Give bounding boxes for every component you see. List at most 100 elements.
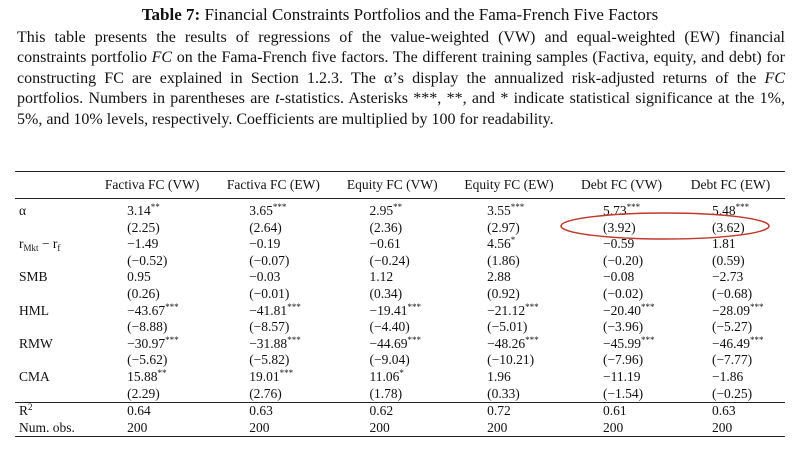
table-cell: −30.97*** <box>127 334 179 351</box>
table-cell: 1.96 <box>487 368 511 384</box>
row-label-text: CMA <box>19 368 50 384</box>
row-label: HML <box>15 303 91 320</box>
tstat-row: (−0.52) (−0.07) (−0.24) (1.86) (−0.20) (0.59) <box>15 253 785 270</box>
table-cell: 200 <box>213 419 334 438</box>
description-text: FC <box>764 69 785 87</box>
table-cell: 3.65*** <box>249 202 287 219</box>
table-cell: 0.64 <box>91 402 214 420</box>
row-label: Num. obs. <box>15 419 92 438</box>
table-cell: (−8.57) <box>249 319 290 335</box>
table-cell: −0.59 <box>602 236 635 252</box>
table-cell: (0.33) <box>487 385 520 401</box>
coefficient-rows: α 3.14** 3.65*** 2.95** 3.55*** 5.73*** 5.48**… <box>15 199 785 403</box>
table-cell: −21.12*** <box>487 301 539 318</box>
row-label-text: α <box>19 203 27 218</box>
tstat-row: (0.26) (−0.01) (0.34) (0.92) (−0.02) (−0.68) <box>15 286 785 303</box>
row-label <box>15 220 91 237</box>
row-label-text: Num. obs. <box>19 419 75 435</box>
description-text: portfolios. Numbers in parentheses are <box>17 90 276 108</box>
table-cell: −0.19 <box>249 236 281 252</box>
table-cell: (−1.54) <box>602 385 644 401</box>
table-cell: (0.92) <box>487 285 520 301</box>
row-label <box>15 253 91 270</box>
table-cell: 0.72 <box>451 402 567 420</box>
table-cell: 0.63 <box>213 402 334 420</box>
table-cell: (−0.01) <box>249 285 290 301</box>
row-label: SMB <box>15 269 91 286</box>
table-cell: −28.09*** <box>711 301 764 318</box>
table-cell: (−5.62) <box>127 352 168 368</box>
row-label-text: HML <box>19 302 49 318</box>
table-cell: (−9.04) <box>369 352 410 368</box>
table-cell: 0.62 <box>333 402 452 420</box>
table-cell: (−5.27) <box>711 319 753 335</box>
table-cell: 0.95 <box>127 269 151 285</box>
table-cell: 4.56* <box>487 235 516 252</box>
table-cell: 3.55*** <box>487 202 525 219</box>
table-cell: (−0.68) <box>711 285 753 301</box>
description-text: This table presents the results of regre… <box>17 29 785 67</box>
table-cell: (3.92) <box>602 219 636 235</box>
table-cell: 5.48*** <box>711 202 750 219</box>
table-cell: (2.29) <box>127 385 160 401</box>
table-cell: (−0.24) <box>369 252 410 268</box>
tstat-row: (−8.88) (−8.57) (−4.40) (−5.01) (−3.96) (−5.2… <box>15 319 785 336</box>
table-cell: 200 <box>675 419 785 438</box>
table-cell: 5.73*** <box>602 202 641 219</box>
column-header: Equity FC (EW) <box>451 171 567 199</box>
coef-row: α 3.14** 3.65*** 2.95** 3.55*** 5.73*** 5.48**… <box>15 199 785 220</box>
table-cell: (−7.96) <box>602 352 644 368</box>
table-cell: (2.76) <box>249 385 282 401</box>
description-text: on the Fama-French five factors. The dif… <box>17 49 786 87</box>
table-cell: (0.59) <box>711 252 745 268</box>
description-text: t <box>275 90 280 108</box>
results-table: Factiva FC (VW) Factiva FC (EW) Equity FC … <box>15 171 785 438</box>
table-cell: −1.49 <box>127 236 159 252</box>
table-cell: 0.63 <box>675 402 785 420</box>
column-header: Factiva FC (EW) <box>213 171 334 199</box>
column-header: Equity FC (VW) <box>333 171 452 199</box>
row-label-text: Mkt <box>23 243 39 254</box>
coef-row: CMA 15.88** 19.01*** 11.06* 1.96 −11.19 −1.86 <box>15 367 785 386</box>
table-cell: (−0.52) <box>127 252 168 268</box>
coef-row: rMkt − rf −1.49 −0.19 −0.61 4.56* −0.59 1.81 <box>15 236 785 253</box>
table-cell: 0.61 <box>566 402 676 420</box>
column-header: Debt FC (VW) <box>566 171 676 199</box>
table-cell: (0.26) <box>127 285 160 301</box>
table-cell: (−7.77) <box>711 352 753 368</box>
table-cell: −2.73 <box>711 269 744 285</box>
stat-row: Num. obs. 200 200 200 200 200 200 <box>15 419 785 438</box>
table-cell: −20.40*** <box>602 301 655 318</box>
description: This table presents the results of regre… <box>17 28 785 130</box>
table-cell: 3.14** <box>127 202 160 219</box>
tstat-row: (2.25) (2.64) (2.36) (2.97) (3.92) (3.62) <box>15 220 785 237</box>
stat-rows: R2 0.64 0.63 0.62 0.72 0.61 0.63 Num. obs. 200 20… <box>15 402 785 438</box>
table-cell: −0.03 <box>249 269 281 285</box>
table-cell: (−0.20) <box>602 252 644 268</box>
row-label-text: − r <box>38 236 58 252</box>
table-cell: (1.86) <box>487 252 520 268</box>
table-cell: 2.95** <box>369 202 403 219</box>
row-label: α <box>15 199 91 220</box>
row-label-text: 2 <box>28 402 33 413</box>
table-cell: −0.08 <box>602 269 635 285</box>
table-cell: (−0.07) <box>249 252 290 268</box>
table-cell: 200 <box>91 419 214 438</box>
row-label-text: RMW <box>19 335 53 351</box>
row-label <box>15 352 91 369</box>
row-label: CMA <box>15 369 91 386</box>
table-cell: (0.34) <box>369 285 403 301</box>
tstat-row: (2.29) (2.76) (1.78) (0.33) (−1.54) (−0.25) <box>15 386 785 403</box>
table-cell: (−3.96) <box>602 319 644 335</box>
caption-title: Financial Constraints Portfolios and the… <box>204 5 659 24</box>
table-cell: 15.88** <box>127 367 167 384</box>
table-cell: −48.26*** <box>487 334 539 351</box>
caption-label: Table 7: <box>141 5 201 24</box>
table-cell: 2.88 <box>487 269 511 285</box>
row-label-text: R <box>19 403 29 419</box>
table-cell: (−4.40) <box>369 319 410 335</box>
table-cell: (1.78) <box>369 385 403 401</box>
row-label <box>15 319 91 336</box>
table-cell: −46.49*** <box>711 334 764 351</box>
table-cell: −44.69*** <box>369 334 421 351</box>
